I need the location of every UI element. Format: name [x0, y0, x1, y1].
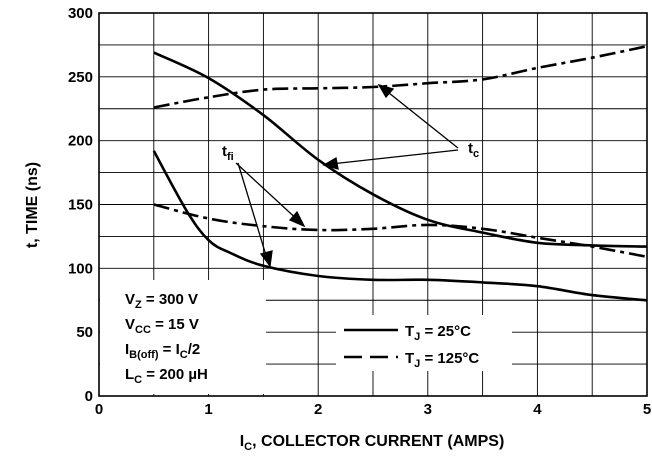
legend-box [336, 315, 512, 371]
arrowhead-tfi-25c [259, 250, 273, 268]
series-line-1 [153, 51, 648, 248]
y-tick-label: 200 [68, 133, 93, 150]
y-tick-label: 300 [68, 5, 93, 22]
series-lines [152, 44, 648, 302]
legend-label-125c: TJ = 125°C [405, 350, 479, 370]
x-tick-label: 2 [314, 401, 322, 418]
series-line-3 [153, 44, 648, 109]
x-axis-label: IC, COLLECTOR CURRENT (AMPS) [240, 433, 505, 453]
series-line-4 [153, 203, 648, 259]
annotation-tc: tc [468, 140, 479, 160]
y-tick-label: 100 [68, 260, 93, 277]
arrowhead-tfi-125c [288, 210, 306, 228]
arrowhead-tc-25c [322, 156, 339, 170]
x-tick-label: 4 [533, 401, 542, 418]
x-tick-label: 0 [95, 401, 103, 418]
arrow-tc-to-25c [330, 149, 459, 165]
arrow-tc-to-125c [383, 88, 459, 149]
x-tick-label: 3 [424, 401, 432, 418]
series-line-2 [152, 150, 648, 302]
conditions-box [100, 280, 266, 394]
annotation-tfi: tfi [222, 143, 234, 163]
legend: TJ = 25°C TJ = 125°C [344, 323, 479, 370]
plot-frame [98, 12, 648, 397]
x-tick-label: 1 [204, 401, 212, 418]
annotation-arrows [235, 83, 459, 268]
legend-label-25c: TJ = 25°C [405, 323, 471, 343]
x-tick-label: 5 [643, 401, 651, 418]
condition-vz: VZ = 300 V [125, 291, 198, 311]
arrow-tfi-to-25c [237, 162, 269, 263]
condition-lc: LC = 200 µH [125, 366, 208, 386]
y-tick-label: 250 [68, 69, 93, 86]
y-axis-label: t, TIME (ns) [24, 162, 41, 248]
y-tick-label: 50 [76, 324, 93, 341]
arrowhead-tc-125c [377, 83, 395, 99]
y-tick-label: 0 [85, 388, 93, 405]
arrow-tfi-to-125c [235, 162, 302, 224]
condition-vcc: VCC = 15 V [125, 316, 199, 336]
y-tick-label: 150 [68, 197, 93, 214]
annotations: tfi tc [222, 83, 479, 268]
condition-ib-off: IB(off) = IC/2 [125, 341, 200, 361]
conditions: VZ = 300 V VCC = 15 V IB(off) = IC/2 LC … [125, 291, 208, 386]
